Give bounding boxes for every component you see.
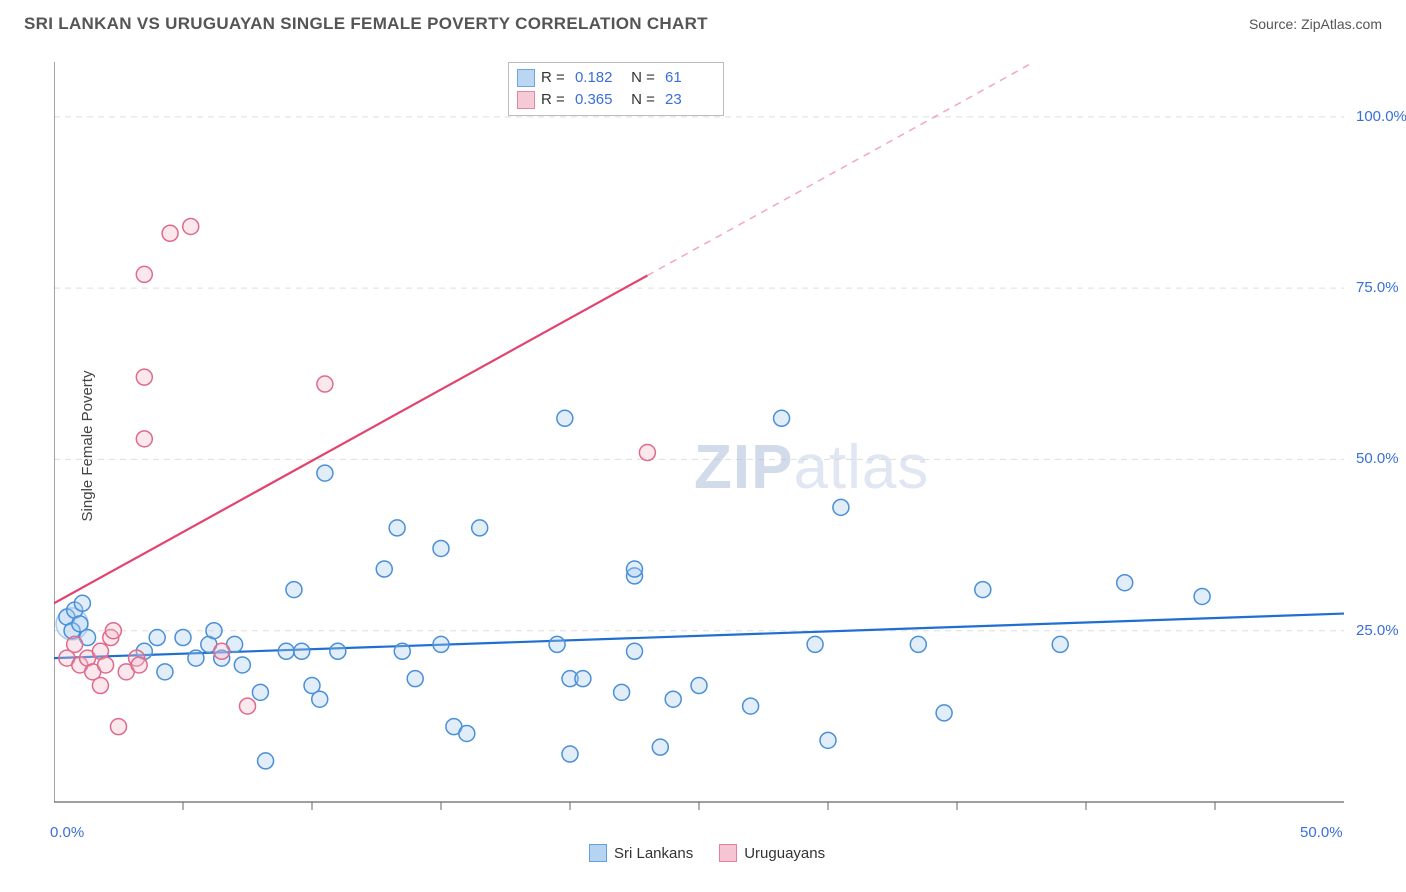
- plot-svg: [54, 52, 1344, 842]
- stats-row: R = 0.182 N = 61: [517, 67, 711, 89]
- series-swatch: [517, 91, 535, 109]
- legend-item: Uruguayans: [719, 844, 825, 862]
- chart-title: SRI LANKAN VS URUGUAYAN SINGLE FEMALE PO…: [24, 14, 708, 34]
- stats-row: R = 0.365 N = 23: [517, 89, 711, 111]
- x-tick-label: 50.0%: [1300, 824, 1343, 841]
- y-tick-label: 50.0%: [1356, 450, 1399, 467]
- y-tick-label: 100.0%: [1356, 108, 1406, 125]
- correlation-stats-box: R = 0.182 N = 61R = 0.365 N = 23: [508, 62, 724, 116]
- series-legend: Sri Lankans Uruguayans: [589, 844, 825, 862]
- scatter-plot: ZIPatlas R = 0.182 N = 61R = 0.365 N = 2…: [54, 52, 1344, 842]
- source-attribution: Source: ZipAtlas.com: [1249, 16, 1382, 32]
- y-tick-label: 25.0%: [1356, 622, 1399, 639]
- legend-item: Sri Lankans: [589, 844, 693, 862]
- series-swatch: [517, 69, 535, 87]
- series-swatch: [589, 844, 607, 862]
- series-swatch: [719, 844, 737, 862]
- x-tick-label: 0.0%: [50, 824, 84, 841]
- y-tick-label: 75.0%: [1356, 279, 1399, 296]
